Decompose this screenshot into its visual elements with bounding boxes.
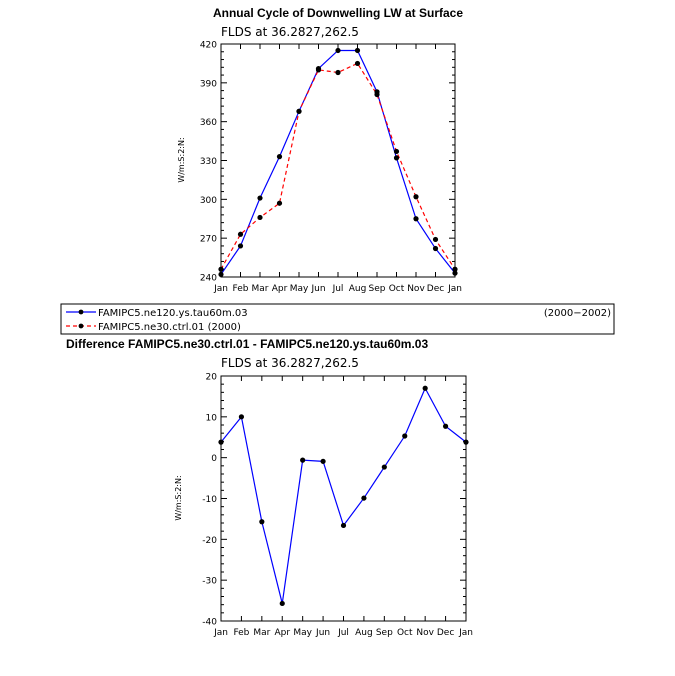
chart2-series-0-point: [381, 464, 387, 470]
chart1-series-0-point: [335, 47, 341, 54]
legend-marker-ne120: [78, 309, 84, 315]
chart1-subtitle: FLDS at 36.2827,262.5: [221, 25, 359, 39]
chart1-xtick-label: Apr: [272, 284, 288, 294]
chart2-series-0-point: [463, 439, 469, 445]
chart1-ytick-label: 390: [200, 79, 217, 89]
chart1-series-0-line: [220, 49, 456, 275]
chart1-series-1-point: [237, 231, 244, 237]
chart1-series-0-point: [237, 243, 244, 249]
chart1-series-0-point: [452, 270, 458, 276]
chart1-series-0-point: [257, 195, 263, 201]
chart1-series-1-point: [393, 148, 400, 155]
chart1-series-1-point: [276, 200, 283, 206]
chart1-ytick-label: 300: [200, 196, 217, 206]
chart1-series-0-point: [276, 154, 283, 160]
chart2-subtitle: FLDS at 36.2827,262.5: [221, 356, 359, 370]
chart2-ytick-label: 20: [206, 373, 218, 383]
chart2-ytick-label: 10: [206, 413, 218, 423]
chart2-xtick-label: Apr: [274, 628, 290, 638]
chart2-ytick-label: -30: [202, 577, 217, 587]
chart2-xtick-label: Jun: [315, 628, 330, 638]
chart1-series-1-point: [257, 214, 263, 221]
chart2-ytick-label: -40: [202, 618, 217, 628]
chart2-xtick-label: Aug: [355, 628, 373, 638]
chart1-ylabel: W/m:S:2:N:: [177, 137, 186, 182]
chart1-ytick-label: 420: [200, 41, 217, 51]
chart2-title: Difference FAMIPC5.ne30.ctrl.01 - FAMIPC…: [66, 337, 428, 351]
chart2-xtick-label: Dec: [437, 628, 454, 638]
chart2-series-0-line: [220, 386, 467, 604]
chart1-series-0-point: [218, 271, 224, 278]
chart1-series-1-line: [220, 62, 456, 270]
chart1-xtick-label: Jul: [332, 284, 344, 294]
chart2-xtick-label: Oct: [397, 628, 413, 638]
chart2-xtick-label: Jul: [337, 628, 349, 638]
chart1-series-1-point: [315, 67, 322, 73]
chart2-xtick-label: Jan: [213, 628, 228, 638]
chart1-ytick-label: 270: [200, 235, 217, 245]
chart2-plot: -40 -30 -20 -10 0 10 20 Jan Feb Mar Apr May Jun Jul Au…: [202, 373, 473, 639]
chart2-ytick-label: -10: [202, 495, 217, 505]
chart1-xtick-label: Dec: [427, 284, 444, 294]
chart2-ytick-label: 0: [211, 454, 217, 464]
chart2-ylabel: W/m:S:2:N:: [174, 475, 183, 520]
chart1-xtick-label: Jan: [213, 284, 228, 294]
chart2-series-0-point: [361, 495, 367, 501]
chart1-xtick-label: Jun: [310, 284, 325, 294]
chart2-series-0-point: [300, 457, 306, 463]
chart2-series-0-point: [279, 600, 285, 607]
chart1-series-0-point: [432, 245, 439, 252]
chart1-series-1-point: [374, 91, 380, 98]
chart2-ytick-label: -20: [202, 536, 217, 546]
chart2-series-0-point: [422, 385, 428, 391]
chart1-series-1-point: [335, 69, 341, 76]
chart2-xtick-label: Feb: [233, 628, 249, 638]
chart1-series-1-point: [296, 108, 302, 114]
chart1-series-1-point: [432, 236, 439, 243]
chart2-series-0-point: [238, 414, 245, 420]
chart1-title: Annual Cycle of Downwelling LW at Surfac…: [213, 6, 463, 20]
chart1-ytick-label: 330: [200, 157, 217, 167]
chart2-series-0-point: [442, 423, 449, 429]
chart1-ytick-label: 240: [200, 274, 217, 284]
legend-entry-ne120: FAMIPC5.ne120.ys.tau60m.03 (2000−2002): [66, 308, 611, 319]
chart2-series-0-point: [259, 519, 265, 525]
legend-entry-ne30: FAMIPC5.ne30.ctrl.01 (2000): [66, 322, 241, 333]
chart2-series-0-point: [340, 522, 347, 529]
chart1-plot-frame: [220, 43, 456, 278]
legend-box: [60, 303, 615, 335]
chart2-series-0-point: [402, 433, 408, 439]
chart1-xtick-label: Oct: [389, 284, 405, 294]
legend-label-ne30: FAMIPC5.ne30.ctrl.01 (2000): [98, 322, 241, 333]
chart2-series-0-point: [218, 439, 224, 445]
chart1-xtick-label: May: [290, 284, 309, 294]
legend-period-ne120: (2000−2002): [544, 308, 611, 319]
chart1-series-0-point: [393, 155, 400, 161]
chart1-xtick-label: Nov: [407, 284, 425, 294]
legend-marker-ne30: [78, 323, 84, 329]
chart2-xtick-label: May: [293, 628, 312, 638]
chart1-ytick-label: 360: [200, 118, 217, 128]
chart1-plot: 240 270 300 330 360 390 420 Jan Feb Mar Apr May Jun J…: [200, 41, 462, 295]
chart1-series-1-point: [354, 60, 361, 67]
chart1-series-1-point: [413, 194, 419, 200]
chart2-xtick-label: Jan: [458, 628, 473, 638]
chart2-xtick-label: Nov: [416, 628, 434, 638]
chart2-xtick-label: Mar: [253, 628, 270, 638]
chart2-series-0-point: [320, 458, 326, 464]
legend-label-ne120: FAMIPC5.ne120.ys.tau60m.03: [98, 308, 248, 319]
chart1-series-1-point: [452, 266, 458, 272]
chart1-xtick-label: Mar: [252, 284, 269, 294]
chart2-xtick-label: Sep: [376, 628, 393, 638]
chart1-series-0-point: [413, 216, 419, 222]
chart1-xtick-label: Feb: [233, 284, 249, 294]
chart1-series-0-point: [354, 47, 361, 54]
chart1-xtick-label: Sep: [369, 284, 386, 294]
chart1-xtick-label: Jan: [447, 284, 462, 294]
chart1-xtick-label: Aug: [349, 284, 367, 294]
chart1-series-1-point: [218, 266, 224, 272]
